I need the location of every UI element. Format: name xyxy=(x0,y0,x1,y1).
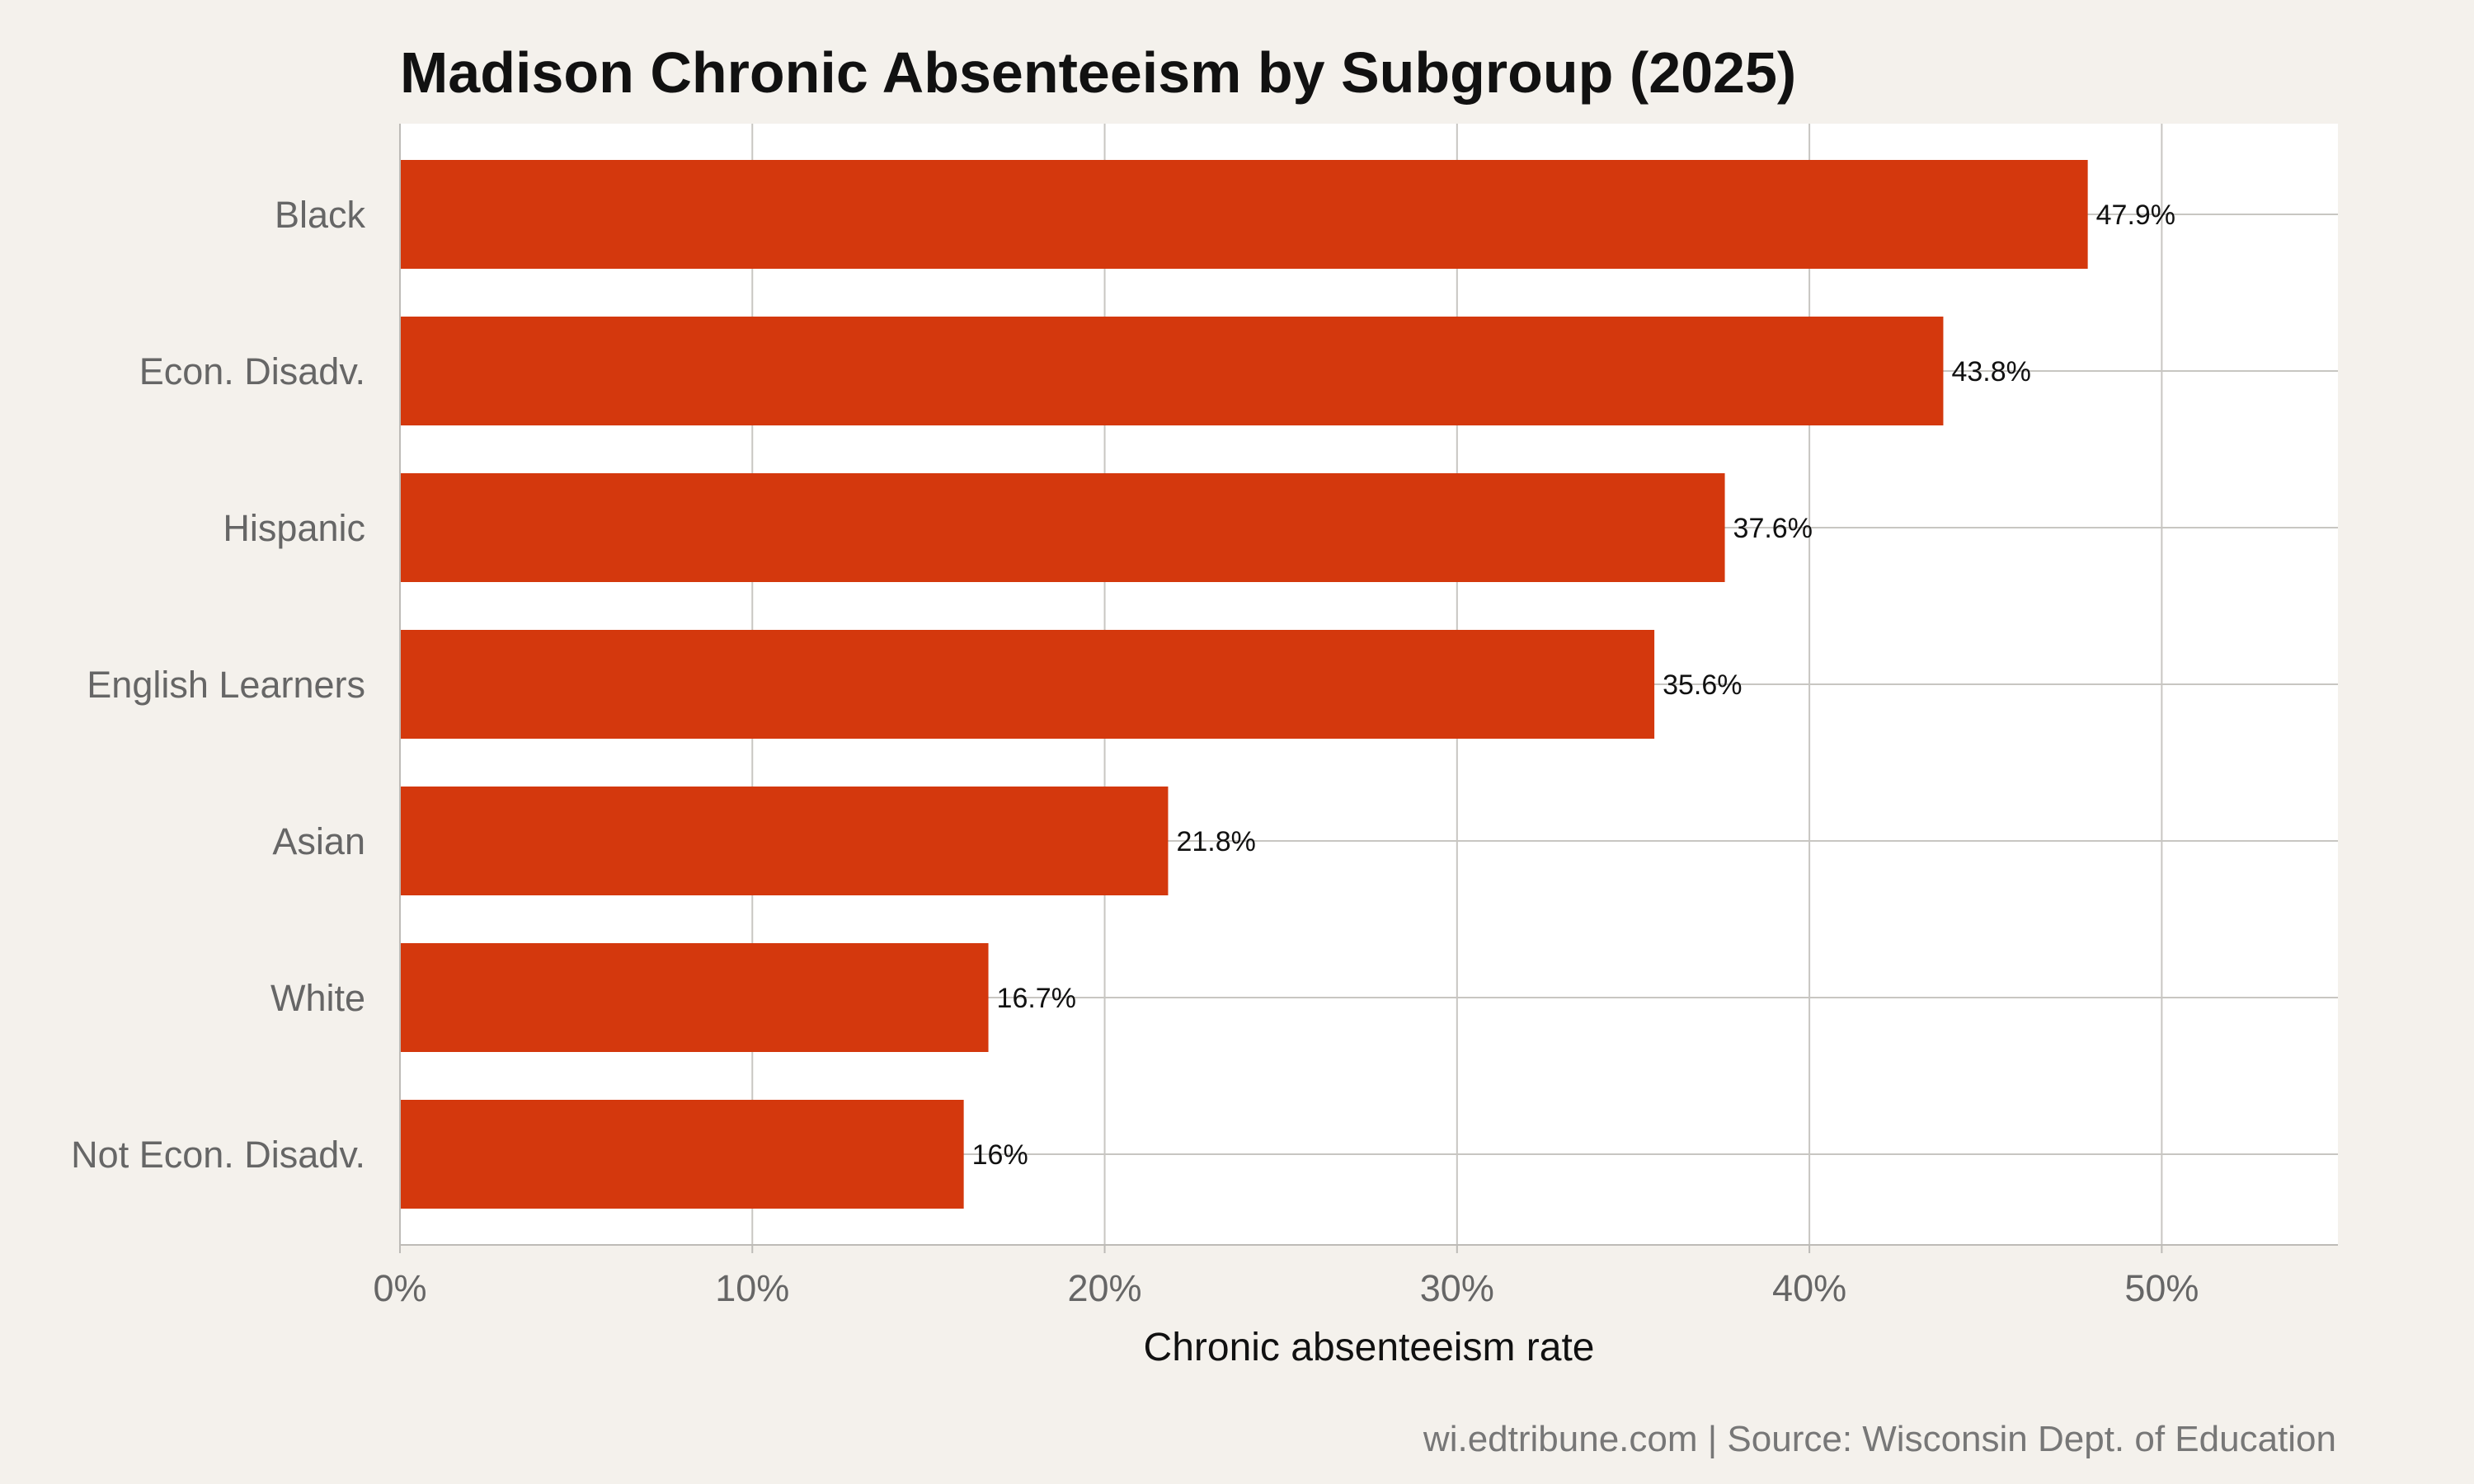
x-axis-title: Chronic absenteeism rate xyxy=(1144,1326,1595,1369)
category-label: English Learners xyxy=(87,664,365,706)
chart-title: Madison Chronic Absenteeism by Subgroup … xyxy=(400,40,1796,105)
category-label: White xyxy=(270,977,365,1019)
chart-caption: wi.edtribune.com | Source: Wisconsin Dep… xyxy=(1423,1419,2336,1459)
category-label: Asian xyxy=(272,820,365,862)
bar xyxy=(400,787,1169,895)
bar-value-label: 37.6% xyxy=(1733,513,1813,544)
category-labels: Black Econ. Disadv. Hispanic English Learne… xyxy=(71,194,365,1176)
category-label: Hispanic xyxy=(223,507,365,549)
x-axis: 0% 10% 20% 30% 40% 50% xyxy=(373,124,2338,1309)
bar xyxy=(400,943,989,1052)
bar xyxy=(400,473,1725,582)
bar xyxy=(400,160,2088,269)
bar-value-label: 35.6% xyxy=(1663,669,1742,701)
category-label: Black xyxy=(275,194,366,236)
bar-value-label: 16.7% xyxy=(997,983,1076,1014)
bars xyxy=(400,160,2088,1209)
category-label: Econ. Disadv. xyxy=(139,350,365,392)
bar xyxy=(400,1100,964,1209)
bar-value-label: 43.8% xyxy=(1951,356,2030,387)
bar-value-label: 47.9% xyxy=(2096,200,2175,231)
x-tick-label: 40% xyxy=(1772,1267,1846,1309)
x-tick-label: 30% xyxy=(1420,1267,1494,1309)
x-tick-label: 10% xyxy=(715,1267,789,1309)
x-tick-label: 50% xyxy=(2124,1267,2199,1309)
bar-value-label: 16% xyxy=(972,1139,1028,1171)
category-label: Not Econ. Disadv. xyxy=(71,1134,365,1176)
bar xyxy=(400,317,1944,425)
bar-value-label: 21.8% xyxy=(1176,826,1255,857)
x-tick-label: 20% xyxy=(1068,1267,1142,1309)
bar xyxy=(400,630,1655,739)
value-labels: 47.9% 43.8% 37.6% 35.6% 21.8% 16.7% 16% xyxy=(972,200,2175,1171)
x-tick-label: 0% xyxy=(373,1267,426,1309)
